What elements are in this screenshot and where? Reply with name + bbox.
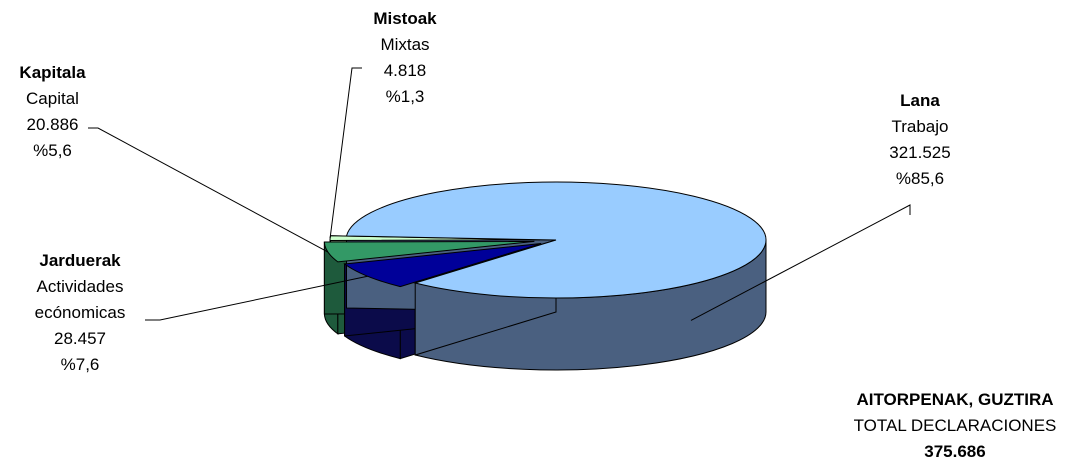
label-mistoak-percent: %1,3: [385, 87, 425, 106]
label-jarduerak-eu: Jarduerak: [39, 251, 121, 270]
leader-lana: [690, 204, 911, 321]
label-lana-value: 321.525: [889, 143, 951, 162]
pie-tops: [323, 181, 767, 299]
total-value: 375.686: [924, 442, 986, 461]
label-mistoak: Mistoak Mixtas 4.818 %1,3: [350, 6, 460, 110]
leader-mistoak: [329, 67, 362, 239]
label-lana: Lana Trabajo 321.525 %85,6: [860, 88, 980, 192]
total-declarations: AITORPENAK, GUZTIRA TOTAL DECLARACIONES …: [830, 387, 1080, 465]
leader-lines: [88, 67, 911, 321]
label-kapitala: Kapitala Capital 20.886 %5,6: [0, 60, 105, 164]
label-jarduerak-es-2: ecónomicas: [34, 303, 126, 322]
slice-jarduerak: [343, 243, 542, 288]
label-kapitala-eu: Kapitala: [19, 63, 86, 82]
label-mistoak-es: Mixtas: [380, 35, 430, 54]
label-kapitala-value: 20.886: [26, 115, 79, 134]
total-subtitle: TOTAL DECLARACIONES: [853, 416, 1057, 435]
label-jarduerak-percent: %7,6: [60, 355, 100, 374]
label-jarduerak: Jarduerak Actividades ecónomicas 28.457 …: [5, 248, 155, 378]
label-mistoak-eu: Mistoak: [373, 9, 437, 28]
label-jarduerak-value: 28.457: [54, 329, 106, 348]
label-kapitala-es: Capital: [26, 89, 79, 108]
total-title: AITORPENAK, GUZTIRA: [856, 390, 1054, 409]
slice-kapitala: [323, 240, 535, 263]
label-mistoak-value: 4.818: [383, 61, 427, 80]
slice-lana: [345, 181, 767, 299]
label-jarduerak-es-1: Actividades: [36, 277, 124, 296]
leader-jarduerak: [145, 275, 368, 321]
label-kapitala-percent: %5,6: [33, 141, 72, 160]
leader-kapitala: [88, 127, 329, 253]
label-lana-es: Trabajo: [891, 117, 949, 136]
label-lana-eu: Lana: [900, 91, 940, 110]
label-lana-percent: %85,6: [895, 169, 945, 188]
